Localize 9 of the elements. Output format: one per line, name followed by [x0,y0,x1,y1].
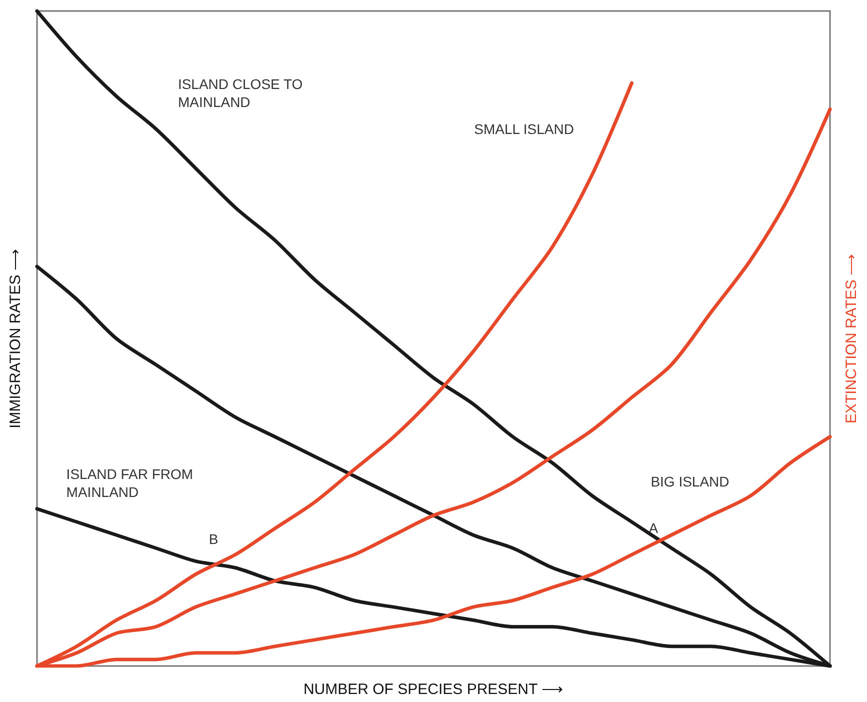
series-label: ISLAND FAR FROM MAINLAND [66,466,197,500]
text: ISLAND CLOSE TO MAINLAND [178,76,307,110]
x-axis-title: NUMBER OF SPECIES PRESENT ⟶ [303,681,564,698]
annotation: B [208,531,218,548]
annotation: A [648,520,659,536]
y-axis-title: IMMIGRATION RATES ⟶ [7,248,24,428]
y2-axis-title: EXTINCTION RATES ⟶ [843,253,860,424]
series-label: BIG ISLAND [650,474,730,490]
text: SMALL ISLAND [474,120,574,137]
